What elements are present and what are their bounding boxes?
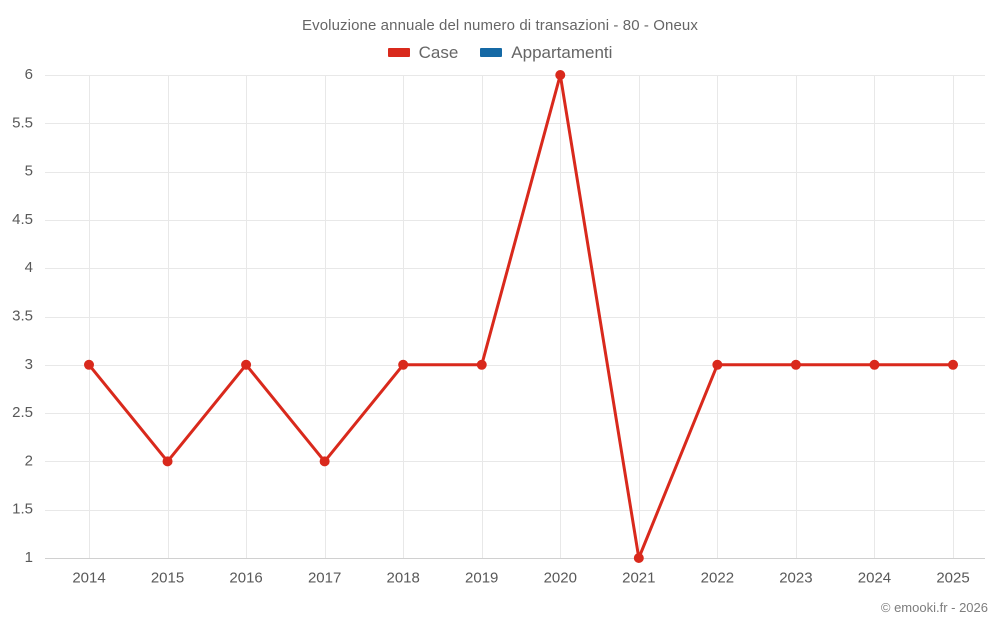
data-point[interactable] [398,359,409,370]
y-axis-tick-label: 2 [25,452,33,469]
data-point[interactable] [319,456,330,467]
y-axis-tick-label: 4.5 [12,211,33,228]
data-point[interactable] [476,359,487,370]
x-axis-tick-labels: 2014 2015 2016 2017 2018 2019 2020 2021 2022 2023… [72,569,969,586]
y-axis-tick-label: 1.5 [12,501,33,518]
data-point[interactable] [869,359,880,370]
data-point[interactable] [241,359,252,370]
data-point[interactable] [162,456,173,467]
legend-label-case: Case [418,43,459,62]
series-line-case [87,73,955,560]
data-point[interactable] [633,553,644,563]
y-axis-tick-label: 5 [25,163,33,180]
x-axis-tick-label: 2023 [779,569,812,586]
x-axis-tick-label: 2025 [936,569,969,586]
y-axis-tick-label: 5.5 [12,114,33,131]
x-axis-tick-label: 2020 [544,569,577,586]
x-axis-tick-label: 2014 [72,569,105,586]
data-point[interactable] [790,359,801,370]
x-axis-tick-label: 2019 [465,569,498,586]
y-axis-tick-label: 4 [25,259,33,276]
y-axis-tick-label: 1 [25,549,33,566]
legend-item-case[interactable]: Case [387,43,459,62]
legend-item-appartamenti[interactable]: Appartamenti [480,44,612,61]
data-point[interactable] [948,359,958,370]
data-point[interactable] [84,359,94,370]
x-axis-tick-label: 2017 [308,569,341,586]
chart-legend: Case Appartamenti [0,44,1000,61]
y-axis-tick-label: 2.5 [12,404,33,421]
data-point[interactable] [712,359,723,370]
x-axis-tick-label: 2022 [701,569,734,586]
y-axis-tick-label: 6 [25,66,33,83]
x-axis-tick-label: 2024 [858,569,891,586]
data-series-layer [84,70,958,563]
grid-lines [45,75,985,559]
x-axis-tick-label: 2018 [386,569,419,586]
x-axis-tick-label: 2021 [622,569,655,586]
chart-title: Evoluzione annuale del numero di transaz… [302,17,698,34]
y-axis-tick-label: 3 [25,356,33,373]
copyright-credit: © emooki.fr - 2026 [880,600,988,615]
legend-label-appartamenti: Appartamenti [511,43,613,62]
legend-swatch-case [387,48,410,57]
y-axis-tick-label: 3.5 [12,307,33,324]
x-axis-tick-label: 2015 [151,569,184,586]
legend-swatch-appartamenti [480,48,503,57]
y-axis-tick-labels: 1 1.5 2 2.5 3 3.5 4 4.5 5 5.5 6 [12,66,33,566]
data-point[interactable] [555,70,566,80]
x-axis-tick-label: 2016 [229,569,262,586]
